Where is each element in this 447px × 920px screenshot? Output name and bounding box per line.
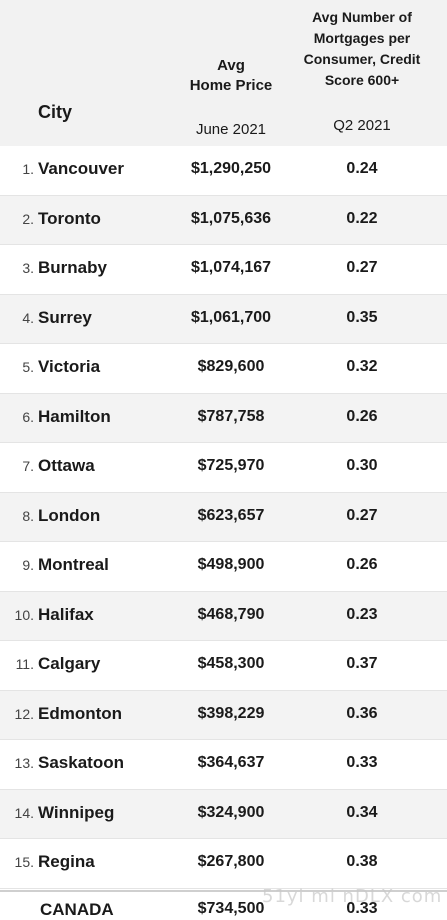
table-header: City Avg Home Price June 2021 Avg Number… bbox=[0, 0, 447, 147]
row-city: Toronto bbox=[38, 208, 101, 228]
table-row: 10. Halifax $468,790 0.23 bbox=[0, 591, 447, 641]
row-mortgages: 0.37 bbox=[346, 655, 378, 672]
row-rank: 14. bbox=[14, 804, 34, 821]
row-price: $398,229 bbox=[197, 704, 265, 722]
row-rank: 10. bbox=[14, 606, 34, 623]
row-city: Saskatoon bbox=[38, 753, 124, 772]
price-period: June 2021 bbox=[195, 121, 267, 138]
row-price: $1,075,636 bbox=[190, 209, 272, 227]
table-body: 1. Vancouver $1,290,250 0.24 2. Toronto $1,075… bbox=[0, 146, 447, 889]
table-row: 4. Surrey $1,061,700 0.35 bbox=[0, 294, 447, 344]
row-price: $725,970 bbox=[197, 457, 265, 474]
table-row: 14. Winnipeg $324,900 0.34 bbox=[0, 789, 447, 839]
total-mortgages: 0.33 bbox=[346, 900, 378, 917]
row-mortgages: 0.27 bbox=[346, 259, 378, 276]
table-row: 13. Saskatoon $364,637 0.33 bbox=[0, 740, 447, 790]
row-mortgages: 0.36 bbox=[346, 704, 378, 722]
row-mortgages: 0.23 bbox=[346, 605, 378, 623]
row-rank: 6. bbox=[22, 408, 34, 425]
table-row: 12. Edmonton $398,229 0.36 bbox=[0, 690, 447, 740]
row-city: Vancouver bbox=[38, 159, 124, 178]
row-price: $787,758 bbox=[197, 407, 265, 425]
column-header-city: City bbox=[38, 102, 73, 122]
row-mortgages: 0.22 bbox=[346, 209, 378, 227]
row-mortgages: 0.26 bbox=[346, 407, 378, 425]
watermark: 51yi mi nDLX com bbox=[262, 886, 443, 907]
row-price: $267,800 bbox=[197, 853, 265, 870]
row-rank: 4. bbox=[22, 309, 34, 326]
row-price: $829,600 bbox=[197, 358, 265, 375]
row-price: $498,900 bbox=[197, 556, 265, 573]
row-price: $458,300 bbox=[197, 655, 265, 672]
row-rank: 1. bbox=[22, 161, 34, 177]
row-rank: 15. bbox=[14, 854, 34, 870]
total-price: $734,500 bbox=[197, 900, 265, 917]
row-city: Halifax bbox=[38, 604, 94, 624]
row-city: Regina bbox=[38, 852, 95, 871]
row-city: Victoria bbox=[38, 357, 101, 376]
row-mortgages: 0.35 bbox=[346, 308, 378, 326]
total-city: CANADA bbox=[40, 900, 114, 919]
row-mortgages: 0.27 bbox=[346, 506, 378, 524]
table-row: 9. Montreal $498,900 0.26 bbox=[0, 542, 447, 592]
total-row: CANADA $734,500 0.33 bbox=[0, 890, 447, 919]
table-row: 8. London $623,657 0.27 bbox=[0, 492, 447, 542]
row-rank: 9. bbox=[22, 557, 34, 573]
row-mortgages: 0.34 bbox=[346, 803, 378, 821]
row-city: Ottawa bbox=[38, 456, 95, 475]
row-price: $623,657 bbox=[197, 506, 265, 524]
row-mortgages: 0.32 bbox=[346, 358, 378, 375]
row-rank: 11. bbox=[15, 656, 34, 672]
table-row: 1. Vancouver $1,290,250 0.24 bbox=[0, 146, 447, 196]
row-rank: 7. bbox=[22, 458, 34, 474]
table-row: 3. Burnaby $1,074,167 0.27 bbox=[0, 245, 447, 295]
row-city: Surrey bbox=[38, 307, 92, 327]
row-rank: 12. bbox=[14, 705, 34, 722]
row-city: Winnipeg bbox=[38, 802, 115, 822]
row-mortgages: 0.26 bbox=[346, 556, 378, 573]
row-city: Hamilton bbox=[38, 406, 111, 426]
column-header-price: Avg Home Price bbox=[176, 56, 286, 96]
row-price: $1,061,700 bbox=[190, 308, 272, 326]
column-header-mortgages: Avg Number of Mortgages per Consumer, Cr… bbox=[303, 9, 421, 88]
row-rank: 2. bbox=[22, 210, 34, 227]
row-mortgages: 0.33 bbox=[346, 754, 378, 771]
table-row: 15. Regina $267,800 0.38 bbox=[0, 839, 447, 889]
row-city: Edmonton bbox=[38, 703, 123, 723]
row-city: London bbox=[38, 505, 101, 525]
row-price: $324,900 bbox=[197, 803, 265, 821]
row-mortgages: 0.38 bbox=[346, 853, 378, 870]
table-row: 11. Calgary $458,300 0.37 bbox=[0, 641, 447, 691]
row-price: $364,637 bbox=[197, 754, 265, 771]
price-label-line1: Avg bbox=[217, 57, 245, 74]
row-price: $1,074,167 bbox=[190, 259, 272, 276]
table-row: 2. Toronto $1,075,636 0.22 bbox=[0, 195, 447, 245]
row-city: Montreal bbox=[38, 555, 109, 574]
row-rank: 3. bbox=[22, 260, 34, 276]
row-mortgages: 0.30 bbox=[346, 457, 378, 474]
table-row: 5. Victoria $829,600 0.32 bbox=[0, 344, 447, 394]
price-label-line2: Home Price bbox=[189, 77, 273, 94]
row-rank: 5. bbox=[22, 359, 34, 375]
row-rank: 8. bbox=[22, 507, 34, 524]
table-row: 7. Ottawa $725,970 0.30 bbox=[0, 443, 447, 493]
table-row: 6. Hamilton $787,758 0.26 bbox=[0, 393, 447, 443]
mortgage-period: Q2 2021 bbox=[333, 117, 391, 134]
row-mortgages: 0.24 bbox=[346, 160, 378, 177]
row-rank: 13. bbox=[14, 755, 34, 771]
row-city: Burnaby bbox=[38, 258, 107, 277]
row-price: $1,290,250 bbox=[190, 160, 272, 177]
row-price: $468,790 bbox=[197, 605, 265, 623]
row-city: Calgary bbox=[38, 654, 101, 673]
